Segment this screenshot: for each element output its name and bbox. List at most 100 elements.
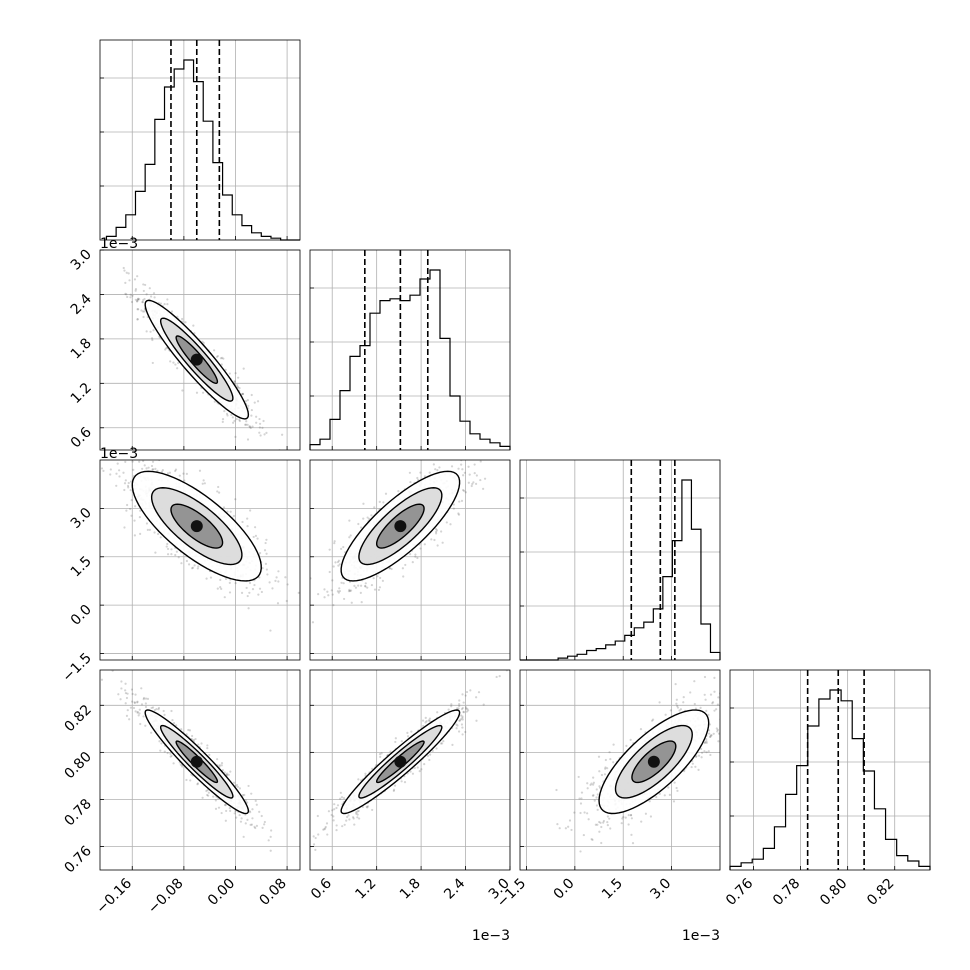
- sample-point: [132, 468, 135, 471]
- sample-point: [223, 596, 226, 599]
- sample-point: [393, 784, 397, 787]
- sample-point: [245, 420, 248, 423]
- sample-point: [171, 719, 174, 722]
- sample-point: [201, 340, 204, 343]
- sample-point: [461, 733, 464, 736]
- sample-point: [461, 718, 464, 721]
- sample-point: [233, 380, 236, 383]
- sample-point: [89, 462, 91, 464]
- sample-point: [122, 266, 125, 270]
- sample-point: [467, 709, 470, 712]
- sample-point: [261, 826, 264, 829]
- sample-point: [316, 814, 319, 818]
- sample-point: [401, 567, 404, 570]
- sample-point: [126, 484, 130, 487]
- sample-point: [130, 498, 133, 502]
- sample-point: [339, 797, 342, 800]
- sample-point: [461, 726, 464, 729]
- sample-point: [217, 485, 220, 489]
- sample-point: [297, 591, 300, 594]
- sample-point: [251, 817, 254, 820]
- sample-point: [245, 586, 248, 590]
- sample-point: [166, 472, 170, 475]
- sample-point: [627, 823, 630, 826]
- sample-point: [331, 579, 334, 582]
- sample-point: [126, 709, 129, 712]
- sample-point: [462, 711, 465, 714]
- sample-point: [234, 582, 237, 585]
- sample-point: [202, 341, 205, 345]
- sample-point: [406, 731, 409, 734]
- sample-point: [435, 747, 438, 750]
- sample-point: [270, 829, 273, 832]
- sample-point: [337, 559, 341, 562]
- sample-point: [402, 575, 405, 578]
- sample-point: [166, 542, 169, 546]
- sample-point: [243, 793, 246, 797]
- sample-point: [355, 811, 358, 814]
- sample-point: [143, 297, 146, 301]
- sample-point: [229, 809, 232, 812]
- sample-point: [180, 765, 184, 768]
- sample-point: [131, 294, 134, 297]
- sample-point: [238, 813, 241, 817]
- sample-point: [466, 707, 469, 710]
- sample-point: [442, 440, 444, 442]
- sample-point: [253, 583, 256, 587]
- sample-point: [127, 272, 130, 275]
- sample-point: [258, 810, 261, 813]
- sample-point: [135, 300, 139, 303]
- sample-point: [168, 471, 172, 474]
- sample-point: [208, 753, 211, 756]
- sample-point: [464, 706, 468, 709]
- sample-point: [322, 828, 325, 831]
- sample-point: [459, 714, 463, 717]
- sample-point: [130, 688, 134, 691]
- sample-point: [341, 825, 344, 828]
- sample-point: [450, 465, 454, 468]
- sample-point: [465, 707, 468, 710]
- sample-point: [232, 514, 236, 518]
- sample-point: [286, 583, 289, 586]
- sample-point: [237, 376, 240, 379]
- sample-point: [338, 589, 342, 593]
- sample-point: [152, 468, 155, 471]
- sample-point: [462, 710, 465, 713]
- sample-point: [365, 805, 368, 808]
- sample-point: [258, 422, 262, 425]
- sample-point: [674, 683, 677, 686]
- sample-point: [352, 817, 355, 820]
- sample-point: [422, 724, 425, 728]
- sample-point: [465, 710, 468, 713]
- sample-point: [136, 711, 139, 714]
- sample-point: [428, 717, 432, 720]
- sample-point: [128, 718, 131, 721]
- sample-point: [131, 692, 134, 696]
- sample-point: [336, 590, 339, 593]
- sample-point: [378, 500, 381, 503]
- sample-point: [215, 355, 219, 358]
- sample-point: [435, 532, 438, 535]
- sample-point: [244, 822, 247, 825]
- sample-point: [240, 817, 243, 820]
- sample-point: [358, 817, 361, 820]
- sample-point: [248, 425, 252, 428]
- sample-point: [145, 522, 149, 525]
- sample-point: [183, 479, 186, 482]
- sample-point: [166, 553, 170, 556]
- sample-point: [189, 779, 192, 782]
- sample-point: [233, 812, 236, 815]
- sample-point: [707, 713, 710, 716]
- sample-point: [428, 471, 431, 474]
- sample-point: [472, 458, 474, 460]
- sample-point: [137, 308, 140, 311]
- sample-point: [254, 534, 258, 537]
- sample-point: [336, 804, 340, 807]
- sample-point: [222, 357, 225, 360]
- sample-point: [172, 721, 176, 725]
- sample-point: [169, 752, 172, 755]
- sample-point: [498, 675, 501, 678]
- sample-point: [203, 482, 206, 485]
- sample-point: [366, 806, 369, 809]
- sample-point: [142, 283, 145, 286]
